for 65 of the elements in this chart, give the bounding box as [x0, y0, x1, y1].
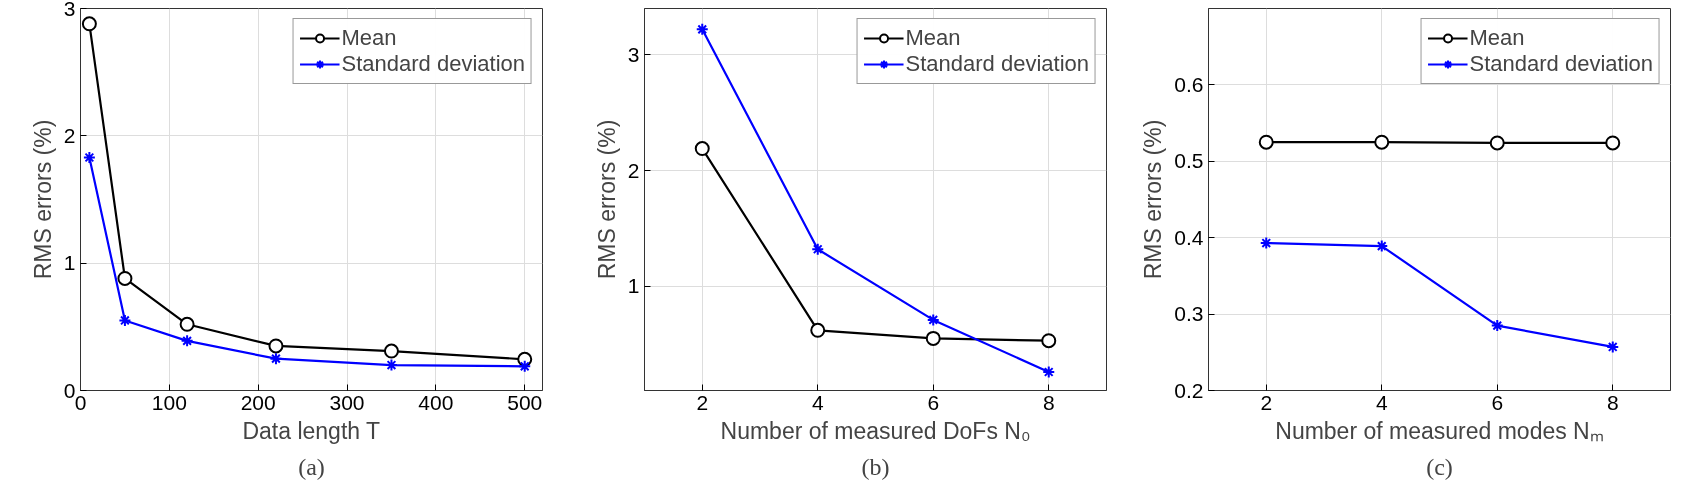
y-tick-label: 1 — [627, 274, 640, 298]
point — [1375, 239, 1389, 253]
x-tick-label: 8 — [1606, 390, 1619, 414]
x-tick-label: 2 — [696, 390, 709, 414]
point — [810, 322, 826, 338]
point — [180, 334, 194, 348]
x-axis-title: Number of measured modes Nₘ — [1275, 417, 1604, 444]
legend-label: Standard deviation — [905, 51, 1089, 77]
y-tick-label: 2 — [63, 123, 76, 147]
text: (c) — [1426, 453, 1453, 480]
point — [1605, 135, 1621, 151]
y-axis-title: RMS errors (%) — [1140, 119, 1167, 280]
y-tick-label: 2 — [627, 158, 640, 182]
y-tick-label: 3 — [627, 42, 640, 66]
point — [694, 141, 710, 157]
y-tick-label: 3 — [63, 0, 76, 20]
x-tick-label: 2 — [1260, 390, 1273, 414]
point — [518, 359, 532, 373]
point — [383, 343, 399, 359]
point — [118, 313, 132, 327]
y-tick-label: 0.5 — [1174, 149, 1204, 173]
x-tick-label: 6 — [927, 390, 940, 414]
text: (b) — [861, 453, 890, 480]
point — [179, 316, 195, 332]
point — [1489, 135, 1505, 151]
x-axis-title: Number of measured DoFs N₀ — [720, 417, 1031, 444]
legend-label: Standard deviation — [1469, 51, 1653, 77]
point — [269, 352, 283, 366]
y-tick-label: 1 — [63, 251, 76, 275]
legend-label: Mean — [1469, 25, 1525, 51]
y-tick-label: 0.6 — [1174, 72, 1204, 96]
point — [811, 242, 825, 256]
x-tick-label: 4 — [811, 390, 824, 414]
point — [1259, 236, 1273, 250]
x-tick-label: 100 — [151, 390, 187, 414]
legend-label: Standard deviation — [341, 51, 525, 77]
x-tick-label: 300 — [329, 390, 365, 414]
point — [1490, 319, 1504, 333]
point — [117, 270, 133, 286]
point — [1041, 333, 1057, 349]
y-tick-label: 0.2 — [1174, 378, 1204, 402]
text: (a) — [298, 453, 325, 480]
x-tick-label: 200 — [240, 390, 276, 414]
point — [268, 338, 284, 354]
point — [926, 313, 940, 327]
point — [1042, 365, 1056, 379]
point — [1606, 340, 1620, 354]
x-tick-label: 8 — [1042, 390, 1055, 414]
x-tick-label: 500 — [507, 390, 543, 414]
x-tick-label: 4 — [1375, 390, 1388, 414]
point — [1374, 134, 1390, 150]
y-axis-title: RMS errors (%) — [593, 119, 620, 280]
point — [81, 16, 97, 32]
point — [695, 22, 709, 36]
legend-label: Mean — [905, 25, 961, 51]
y-tick-label: 0.4 — [1174, 225, 1204, 249]
point — [925, 330, 941, 346]
point — [1258, 134, 1274, 150]
x-tick-label: 6 — [1491, 390, 1504, 414]
point — [82, 150, 96, 164]
x-axis-title: Data length T — [242, 417, 381, 444]
legend-label: Mean — [341, 25, 397, 51]
x-tick-label: 400 — [418, 390, 454, 414]
y-axis-title: RMS errors (%) — [29, 119, 56, 280]
y-tick-label: 0.3 — [1174, 302, 1204, 326]
